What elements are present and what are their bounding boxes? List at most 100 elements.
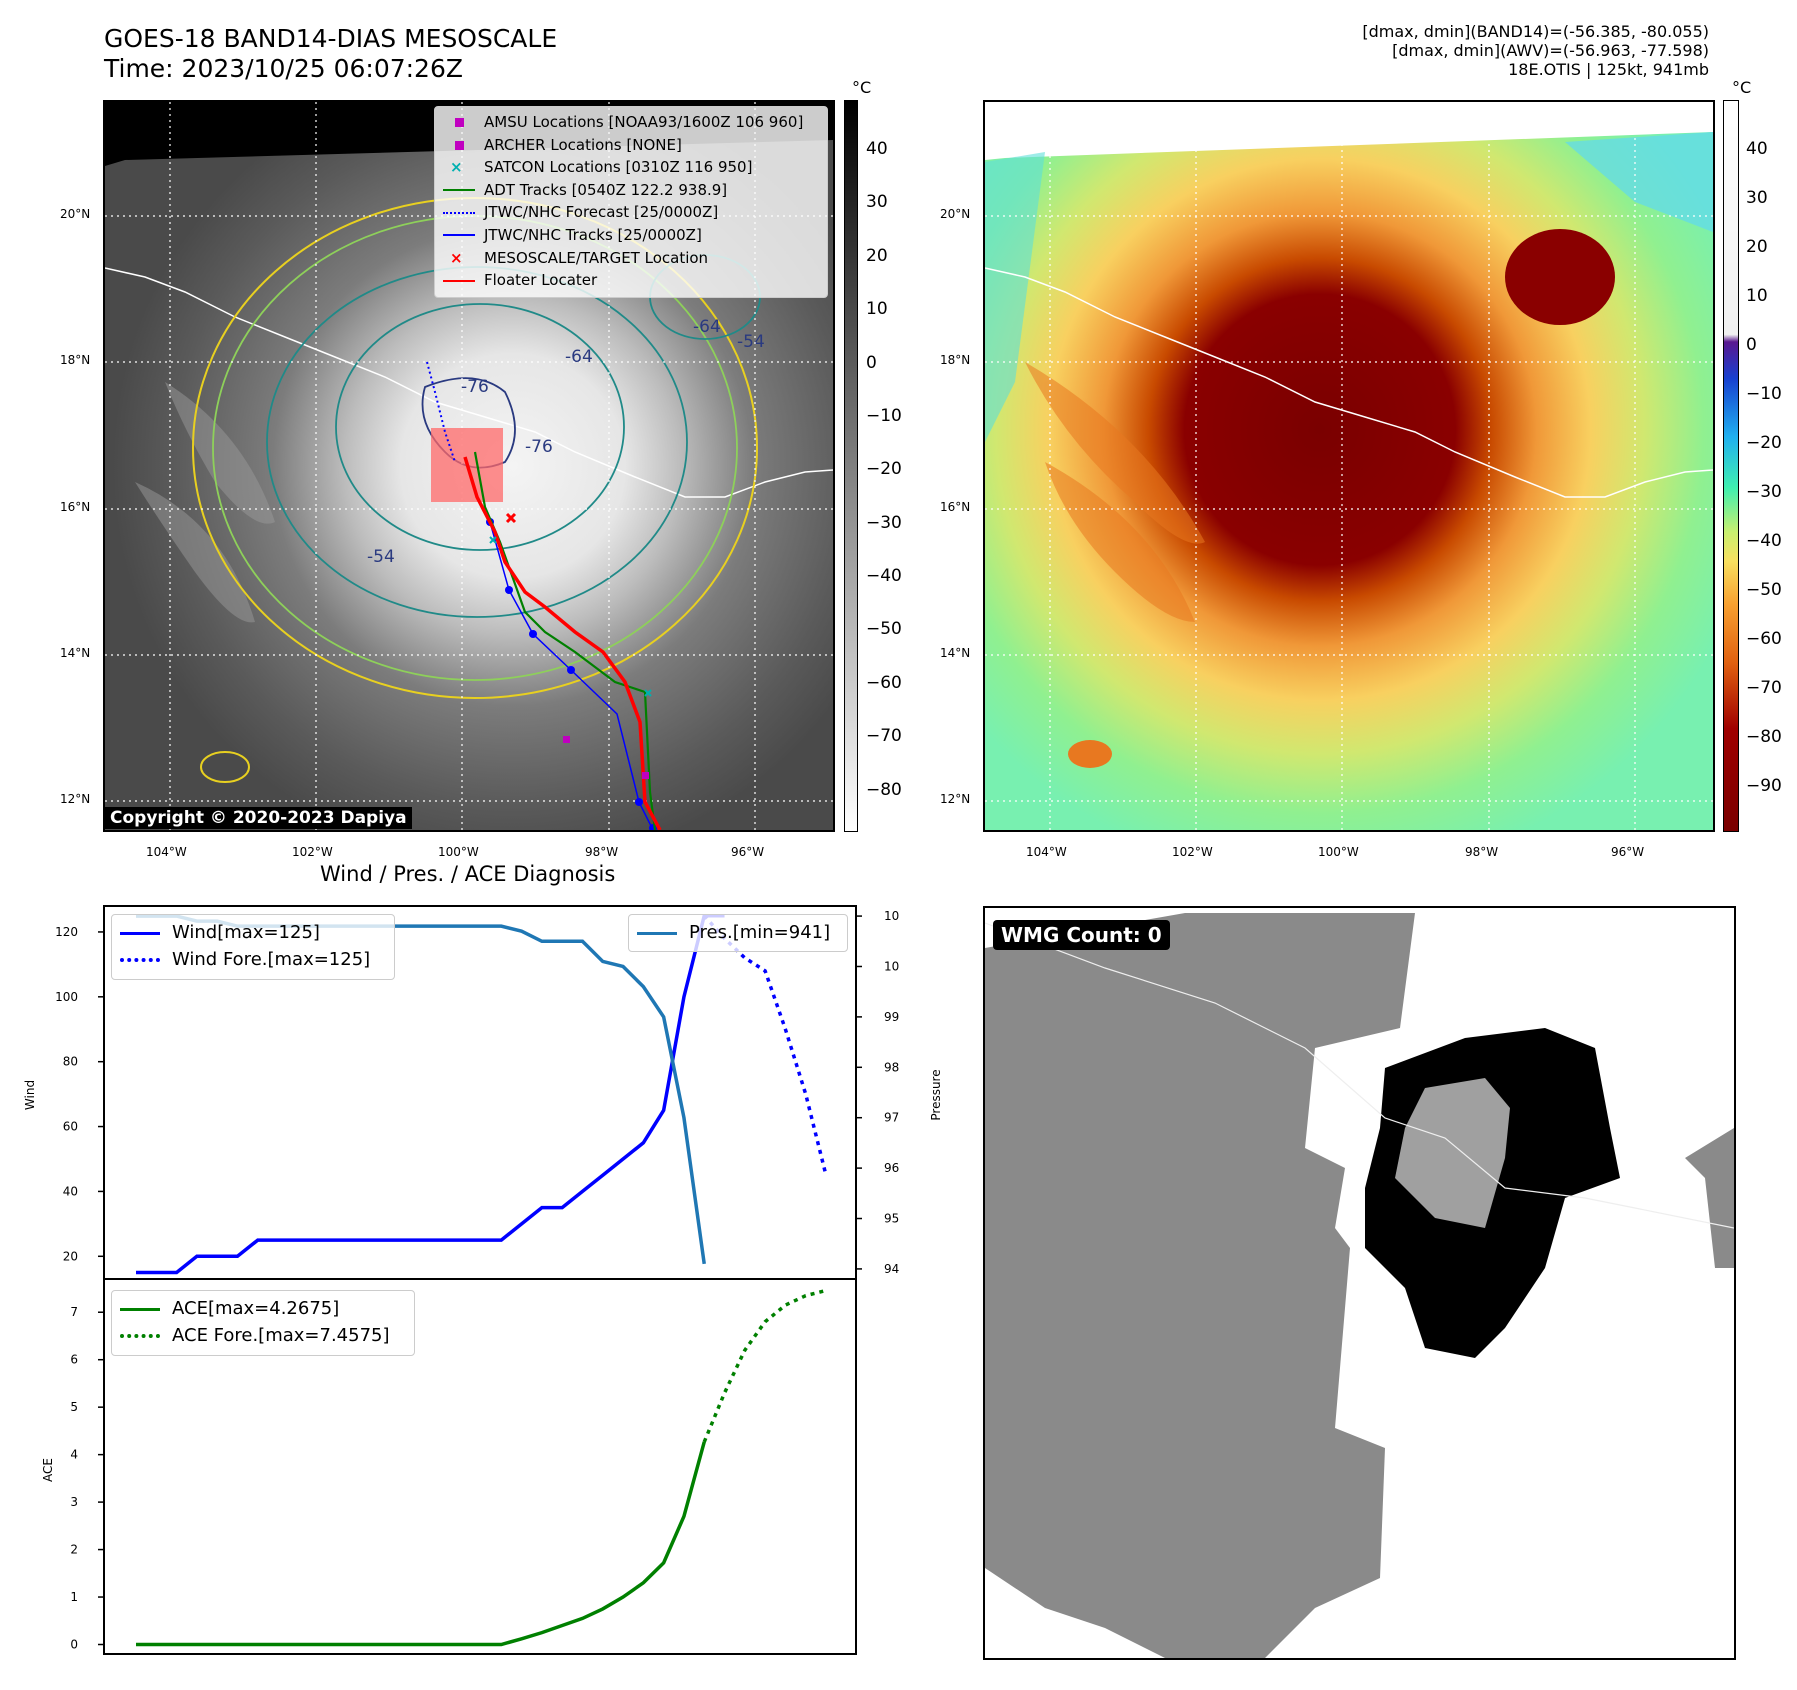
forecast-legend-line: [443, 211, 475, 214]
ace-legend-line: [120, 1307, 160, 1311]
wind-legend: Wind[max=125] Wind Fore.[max=125]: [111, 914, 395, 980]
legend-label: Wind Fore.[max=125]: [172, 949, 371, 970]
colorbar-tick-label: −80: [1746, 726, 1782, 747]
title-line-2: Time: 2023/10/25 06:07:26Z: [104, 54, 463, 83]
pressure-tick-label: 980: [884, 1060, 900, 1074]
wind-axis-label: Wind: [23, 1080, 37, 1110]
lon-label: 98°W: [1465, 845, 1499, 859]
wind-fore-max-series: [702, 914, 828, 1176]
legend-label: ACE[max=4.2675]: [172, 1298, 340, 1319]
pressure-axis-label: Pressure: [929, 1069, 943, 1120]
amsu-marker: [563, 736, 570, 743]
wind-max-series: [136, 913, 725, 1275]
legend-label: ARCHER Locations [NONE]: [484, 135, 682, 154]
colorbar-tick-label: −50: [1746, 579, 1782, 600]
colorbar-tick-label: −10: [1746, 383, 1782, 404]
contour-label: -64: [693, 317, 721, 337]
colorbar-tick-label: −30: [866, 512, 902, 533]
wmg-coastline: [985, 922, 1734, 1229]
ace-tick-label: 0: [70, 1638, 78, 1652]
pressure-tick-label: 960: [884, 1161, 900, 1175]
pressure-label-svg: Pressure: [929, 1069, 943, 1120]
lon-label: 102°W: [1172, 845, 1213, 859]
contour-label: -64: [565, 347, 593, 367]
wmg-map-svg: [985, 908, 1734, 1658]
ace-tick-label: 2: [70, 1543, 78, 1557]
legend-label: ADT Tracks [0540Z 122.2 938.9]: [484, 180, 728, 199]
colorbar-tick-label: −90: [1746, 775, 1782, 796]
lat-label: 20°N: [60, 207, 91, 221]
lon-label: 104°W: [1026, 845, 1067, 859]
ace-fore-max-series: [702, 1288, 827, 1443]
lon-label: 100°W: [1318, 845, 1359, 859]
contour-label: -54: [737, 332, 765, 352]
wind-legend-line: [120, 931, 160, 935]
northeast-convection: [1505, 229, 1615, 325]
dmax-dmin-info: [dmax, dmin](BAND14)=(-56.385, -80.055) …: [1362, 22, 1709, 79]
legend-label: SATCON Locations [0310Z 116 950]: [484, 158, 753, 177]
colorbar-tick-label: −40: [1746, 530, 1782, 551]
diagnosis-title: Wind / Pres. / ACE Diagnosis: [320, 862, 616, 886]
amsu-legend-marker: [455, 118, 464, 127]
jtwc-legend-line: [443, 234, 475, 237]
lon-label: 96°W: [731, 845, 765, 859]
pressure-legend-line: [637, 931, 677, 935]
no-data-region: [985, 102, 1713, 160]
amsu-marker: [642, 772, 649, 779]
colorbar-tick-label: 30: [1746, 188, 1768, 209]
floater-legend-line: [443, 279, 475, 282]
lat-label: 12°N: [940, 792, 971, 806]
lon-label: 104°W: [146, 845, 187, 859]
wmg-panel: [983, 906, 1736, 1660]
pressure-tick-label: 970: [884, 1111, 900, 1125]
coastline: [985, 267, 1713, 498]
coastline: [105, 267, 833, 498]
pressure-tick-label: 950: [884, 1212, 900, 1226]
contour-yellow-southwest: [200, 751, 250, 783]
colorbar-tick-label: −20: [1746, 432, 1782, 453]
colorbar-tick-label: 10: [866, 299, 888, 320]
contour-teal-inner: [335, 303, 625, 551]
floater-track: [463, 456, 662, 830]
colorbar-tick-label: 0: [1746, 334, 1757, 355]
lat-label: 16°N: [940, 500, 971, 514]
legend-label: AMSU Locations [NOAA93/1600Z 106 960]: [484, 113, 804, 131]
colorbar-tick-label: 20: [866, 245, 888, 266]
ace-tick-label: 5: [70, 1400, 78, 1414]
ace-tick-label: 4: [70, 1448, 78, 1462]
ace-tick-label: 6: [70, 1353, 78, 1367]
colorbar-tick-label: −50: [866, 619, 902, 640]
colorbar-tick-label: −60: [1746, 628, 1782, 649]
wind-tick-label: 120: [55, 925, 78, 939]
title-line-1: GOES-18 BAND14-DIAS MESOSCALE: [104, 24, 558, 53]
adt-legend-line: [443, 189, 475, 192]
colorbar-tick-label: 40: [866, 139, 888, 160]
contour-label: -54: [367, 547, 395, 567]
lat-label: 16°N: [60, 500, 91, 514]
wind-tick-label: 40: [63, 1184, 78, 1198]
ace-axis-label: ACE: [41, 1458, 55, 1482]
mesoscale-target-marker: [505, 512, 517, 524]
colorbar-tick-label: −70: [866, 726, 902, 747]
colorbar-tick-label: 20: [1746, 237, 1768, 258]
wind-tick-label: 100: [55, 990, 78, 1004]
figure-title: GOES-18 BAND14-DIAS MESOSCALE Time: 2023…: [104, 24, 557, 84]
lon-label: 98°W: [585, 845, 619, 859]
mesoscale-legend-marker: ×: [450, 248, 463, 267]
colorbar-tick-label: 30: [866, 192, 888, 213]
pressure-tick-label: 940: [884, 1262, 900, 1276]
lat-label: 14°N: [940, 646, 971, 660]
lat-label: 12°N: [60, 792, 91, 806]
color-colorbar-unit: °C: [1732, 78, 1752, 97]
ir-color-map: [983, 100, 1715, 832]
colorbar-tick-label: −80: [866, 779, 902, 800]
legend-label: MESOSCALE/TARGET Location: [484, 248, 709, 267]
legend-label: ACE Fore.[max=7.4575]: [172, 1325, 390, 1346]
colorbar-tick-label: −30: [1746, 481, 1782, 502]
colorbar-tick-label: 0: [866, 352, 877, 373]
gray-colorbar: [844, 100, 858, 832]
colorbar-tick-label: 10: [1746, 286, 1768, 306]
map-legend: AMSU Locations [NOAA93/1600Z 106 960] AR…: [434, 106, 828, 298]
